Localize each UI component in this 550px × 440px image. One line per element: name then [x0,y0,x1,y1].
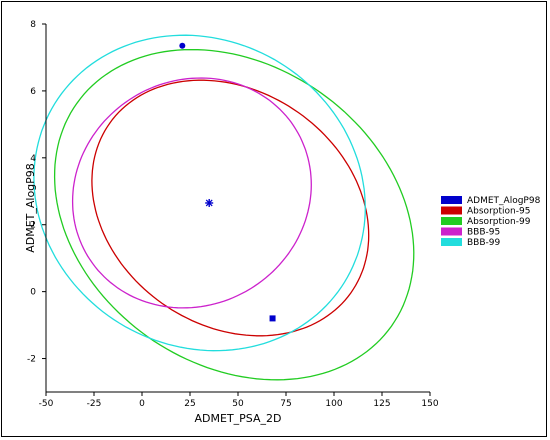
ellipse-absorption-95 [91,79,370,337]
x-tick-label: 0 [139,399,145,409]
legend-swatch [441,227,462,236]
legend-label: BBB-99 [467,238,500,248]
x-tick-label: 25 [184,399,195,409]
data-points [179,42,276,322]
legend-swatch [441,206,462,215]
x-tick-label: 125 [373,399,390,409]
y-tick-label: 8 [30,20,36,30]
legend-swatch [441,238,462,246]
point-circle [179,42,186,49]
ellipse-absorption-99 [53,48,415,381]
y-axis-title: ADMET_AlogP98 [24,163,37,253]
ellipse-layer [33,34,415,381]
x-tick-label: 50 [232,399,244,409]
y-tick-label: 0 [30,288,36,298]
legend-label: Absorption-99 [467,217,531,227]
axes: -50 -25 0 25 50 75 100 125 150 8 6 4 2 0 -2 [27,20,439,409]
x-tick-label: 150 [421,399,438,409]
ellipse-bbb-99 [33,34,366,352]
x-tick-label: 100 [325,399,342,409]
x-tick-label: -25 [87,399,102,409]
point-star [205,198,214,207]
legend-label: ADMET_AlogP98 [467,196,541,206]
point-square [269,315,276,322]
x-tick-label: 75 [280,399,291,409]
legend-swatch [441,196,462,204]
x-tick-label: -50 [39,399,54,409]
y-tick-label: 2 [30,221,36,231]
legend: ADMET_AlogP98Absorption-95Absorption-99B… [441,196,541,248]
y-tick-label: -2 [27,355,36,365]
legend-label: BBB-95 [467,228,500,238]
y-tick-label: 4 [30,154,36,164]
ellipse-bbb-95 [71,77,312,309]
y-tick-label: 6 [30,87,36,97]
legend-label: Absorption-95 [467,207,530,217]
x-axis-title: ADMET_PSA_2D [195,412,282,425]
legend-swatch [441,217,462,225]
